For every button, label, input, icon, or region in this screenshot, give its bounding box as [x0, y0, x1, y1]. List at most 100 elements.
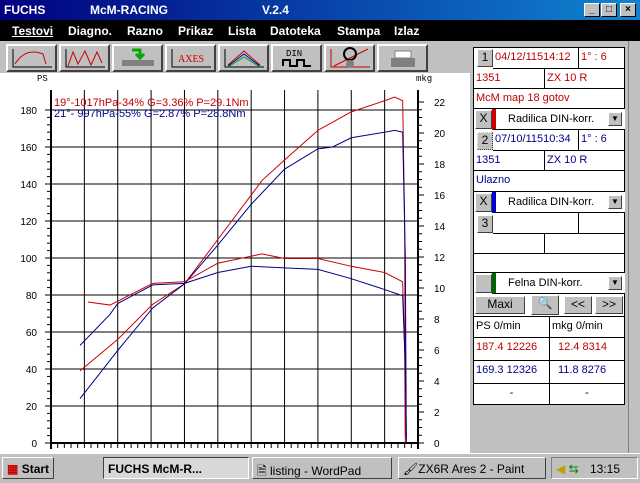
speaker-icon[interactable]: ◀ — [556, 462, 566, 476]
din-button[interactable]: DIN — [271, 44, 322, 72]
prev-button[interactable]: << — [564, 296, 592, 314]
chevron-down-icon[interactable]: ▼ — [608, 112, 622, 126]
taskbar: ▦ Start FUCHS McM-R... 🗎 listing - WordP… — [0, 453, 640, 480]
y2-tick-label: 0 — [434, 439, 440, 450]
paint-icon: 🖌 — [403, 462, 419, 476]
color-curves-button[interactable] — [218, 44, 269, 72]
task-fuchs[interactable]: FUCHS McM-R... — [103, 457, 249, 479]
task-paint-label: ZX6R Ares 2 - Paint — [418, 462, 525, 476]
network-icon[interactable]: ⇆ — [568, 462, 579, 476]
run1-correction-dropdown[interactable]: Radilica DIN-korr. ▼ — [492, 109, 625, 130]
axes-button[interactable]: AXES — [165, 44, 216, 72]
run3-select-button[interactable]: 3 — [477, 215, 493, 233]
menu-datoteka[interactable]: Datoteka — [270, 24, 321, 38]
y2-tick-label: 2 — [434, 408, 440, 419]
run3-model — [545, 234, 625, 254]
task-wordpad[interactable]: 🗎 listing - WordPad — [252, 457, 392, 479]
run3-note — [474, 254, 625, 273]
close-button[interactable]: × — [620, 3, 636, 17]
menu-izlaz[interactable]: Izlaz — [394, 24, 420, 38]
magnifier-icon: 🔍 — [537, 296, 553, 310]
power-curve-icon — [12, 49, 52, 68]
title-name: McM-RACING — [90, 3, 168, 17]
chevron-down-icon[interactable]: ▼ — [608, 276, 622, 290]
export-arrow-icon — [122, 48, 154, 66]
table-header-ps: PS 0/min — [474, 316, 550, 338]
table-row1-ps: 187.4 12226 — [474, 338, 550, 361]
menu-lista[interactable]: Lista — [228, 24, 257, 38]
table-row3-mkg: - — [550, 384, 625, 405]
y2-tick-label: 16 — [434, 191, 446, 202]
svg-text:AXES: AXES — [178, 54, 204, 65]
y-tick-label: 80 — [26, 291, 38, 302]
zoom-button[interactable]: 🔍 — [531, 295, 559, 315]
table-row2-mkg: 11.8 8276 — [550, 361, 625, 384]
multi-curve-button[interactable] — [59, 44, 110, 72]
axes-icon: AXES — [171, 49, 211, 68]
y2-tick-label: 18 — [434, 160, 446, 171]
run3-id — [474, 234, 545, 254]
menu-razno[interactable]: Razno — [127, 24, 163, 38]
run1-select-button[interactable]: 1 — [477, 49, 493, 67]
run3-datetime — [493, 213, 579, 234]
menu-diagno[interactable]: Diagno. — [68, 24, 112, 38]
y-tick-label: 20 — [26, 402, 38, 413]
run2-remove-button[interactable]: X — [475, 193, 492, 212]
start-label: Start — [21, 462, 50, 476]
print-button[interactable] — [377, 44, 428, 72]
series-power-0 — [79, 96, 406, 444]
minimize-button[interactable]: _ — [584, 3, 600, 17]
y-tick-label: 120 — [20, 217, 37, 228]
y2-tick-label: 10 — [434, 284, 446, 295]
window-border — [628, 41, 640, 453]
system-tray: ◀ ⇆ 13:15 — [551, 457, 638, 479]
wheel-correction-dropdown[interactable]: Felna DIN-korr. ▼ — [492, 273, 625, 294]
series-torque-2 — [87, 253, 406, 436]
run2-select-button[interactable]: 2 — [477, 132, 493, 150]
dyno-chart: 0 20 40 60 80 100 120 140 160 180 0 2 4 6 8 10 12 14 16 18 2… — [0, 73, 470, 453]
y2-tick-label: 8 — [434, 315, 440, 326]
y2-tick-label: 14 — [434, 222, 446, 233]
series-power-1 — [79, 129, 407, 444]
chevron-down-icon[interactable]: ▼ — [608, 195, 622, 209]
y-tick-label: 160 — [20, 143, 37, 154]
run2-id: 1351 — [474, 151, 545, 171]
run1-gear: 1° : 6 — [579, 48, 625, 69]
next-button[interactable]: >> — [595, 296, 623, 314]
maxi-button[interactable]: Maxi — [475, 296, 525, 314]
title-version: V.2.4 — [262, 3, 289, 17]
export-button[interactable] — [112, 44, 163, 72]
legend-run2: 21°- 997hPa-55% G=2.87% P=28.8Nm — [54, 108, 246, 120]
menu-prikaz[interactable]: Prikaz — [178, 24, 214, 38]
y-tick-label: 0 — [31, 439, 37, 450]
run1-note: McM map 18 gotov — [474, 89, 625, 109]
menu-stampa[interactable]: Stampa — [337, 24, 381, 38]
y2-tick-label: 6 — [434, 346, 440, 357]
task-paint[interactable]: 🖌ZX6R Ares 2 - Paint — [398, 457, 546, 479]
wheel-blank-button[interactable] — [475, 274, 492, 293]
run3-gear — [579, 213, 625, 234]
windows-logo-icon: ▦ — [7, 462, 19, 476]
power-curve-button[interactable] — [6, 44, 57, 72]
run2-model: ZX 10 R — [545, 151, 625, 171]
start-button[interactable]: ▦ Start — [2, 457, 54, 479]
y-tick-label: 100 — [20, 254, 37, 265]
y2-tick-label: 22 — [434, 98, 446, 109]
y-axis-label: PS — [37, 74, 48, 84]
table-row1-mkg: 12.4 8314 — [550, 338, 625, 361]
wheel-calibration-button[interactable] — [324, 44, 375, 72]
y-tick-label: 40 — [26, 365, 38, 376]
runs-panel: 1 04/12/11514:12 1° : 6 1351 ZX 10 R McM… — [473, 47, 625, 405]
y2-tick-label: 20 — [434, 129, 446, 140]
run1-remove-button[interactable]: X — [475, 110, 492, 129]
menu-testovi[interactable]: Testovi — [12, 24, 54, 38]
table-header-mkg: mkg 0/min — [550, 316, 625, 338]
table-row3-ps: - — [474, 384, 550, 405]
menu-bar: Testovi Diagno. Razno Prikaz Lista Datot… — [0, 20, 640, 41]
multi-curve-icon — [65, 49, 105, 68]
wheel-calibration-icon — [330, 47, 370, 68]
maximize-button[interactable]: □ — [601, 3, 617, 17]
wordpad-icon: 🗎 — [257, 464, 267, 478]
run2-correction-dropdown[interactable]: Radilica DIN-korr. ▼ — [492, 192, 625, 213]
y2-tick-label: 4 — [434, 377, 440, 388]
